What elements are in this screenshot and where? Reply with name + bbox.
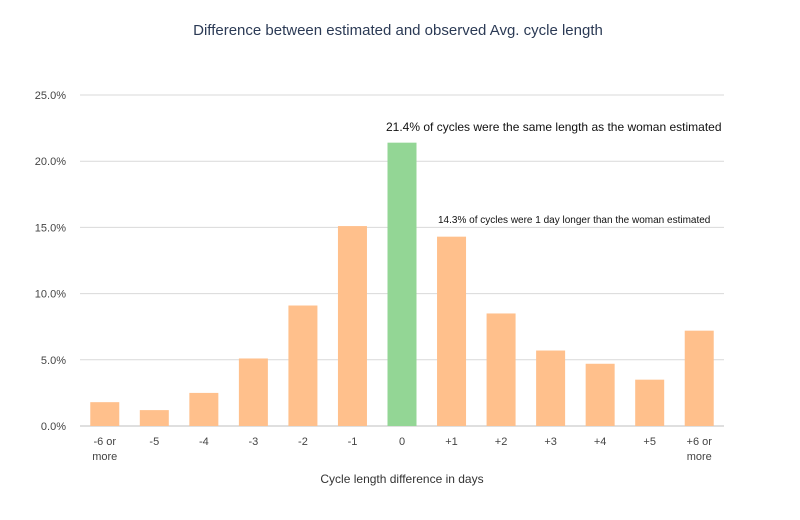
y-tick-label: 15.0% [35,222,66,234]
x-tick-label: +6 or more [687,436,713,463]
x-tick-label: +4 [594,436,607,448]
bar [387,142,417,426]
bar [437,236,467,426]
x-tick-label: -5 [149,436,159,448]
y-axis-ticks: 0.0% 5.0% 10.0% 15.0% 20.0% 25.0% [35,90,66,433]
chart-title: Difference between estimated and observe… [193,22,603,39]
y-tick-label: 25.0% [35,90,66,102]
bar [585,363,615,426]
x-tick-label: +5 [643,436,656,448]
x-tick-label: 0 [399,436,405,448]
x-axis-ticks: -6 or more -5 -4 -3 -2 -1 0 +1 +2 +3 +4 +5 +6 or more [92,436,712,463]
y-tick-label: 10.0% [35,289,66,301]
y-tick-label: 20.0% [35,156,66,168]
annotation-one-day-longer: 14.3% of cycles were 1 day longer than t… [438,215,710,226]
x-tick-label: -1 [348,436,358,448]
bar [536,350,566,426]
bar [486,313,516,426]
bar [337,226,367,426]
x-tick-label: +2 [495,436,508,448]
x-tick-label: -4 [199,436,209,448]
bar [635,379,665,426]
x-tick-label: -3 [248,436,258,448]
bar [288,305,318,426]
y-tick-label: 5.0% [41,355,66,367]
bar [684,330,714,426]
x-tick-label: -6 or more [92,436,117,463]
x-tick-label: +3 [544,436,557,448]
x-axis-label: Cycle length difference in days [320,472,483,486]
bar [90,402,120,426]
annotation-same-length: 21.4% of cycles were the same length as … [386,120,722,134]
bar [139,410,169,426]
y-tick-label: 0.0% [41,421,66,433]
x-tick-label: -2 [298,436,308,448]
bars [90,142,714,426]
x-tick-label: +1 [445,436,458,448]
bar [238,358,268,426]
bar [189,392,219,426]
